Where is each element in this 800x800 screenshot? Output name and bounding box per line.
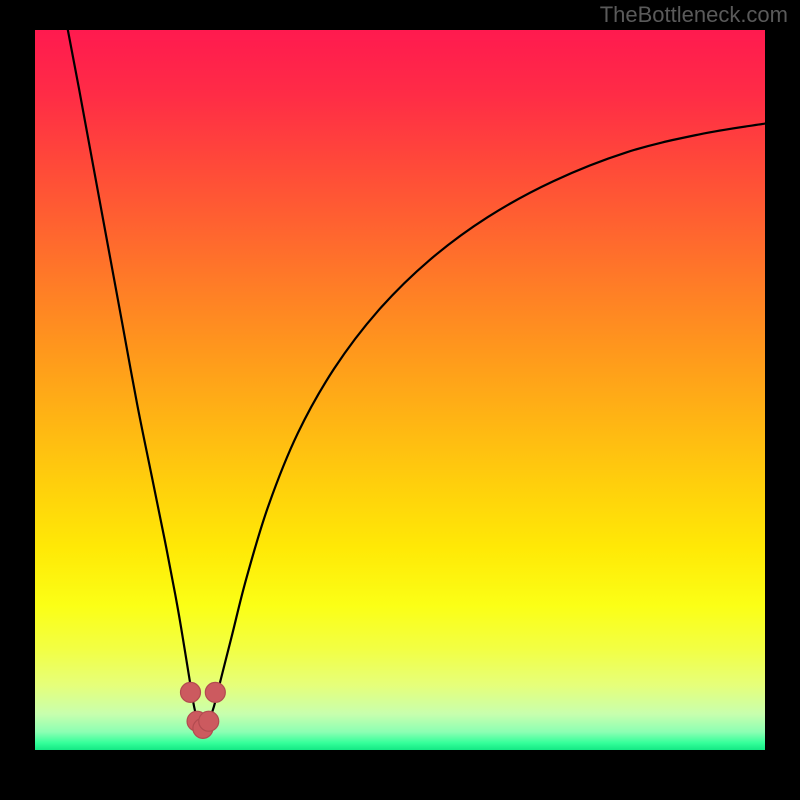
minimum-marker	[205, 682, 225, 702]
minimum-marker	[180, 682, 200, 702]
gradient-background	[35, 30, 765, 750]
bottleneck-chart	[0, 0, 800, 800]
chart-container: TheBottleneck.com	[0, 0, 800, 800]
watermark-text: TheBottleneck.com	[600, 2, 788, 28]
minimum-marker	[199, 711, 219, 731]
